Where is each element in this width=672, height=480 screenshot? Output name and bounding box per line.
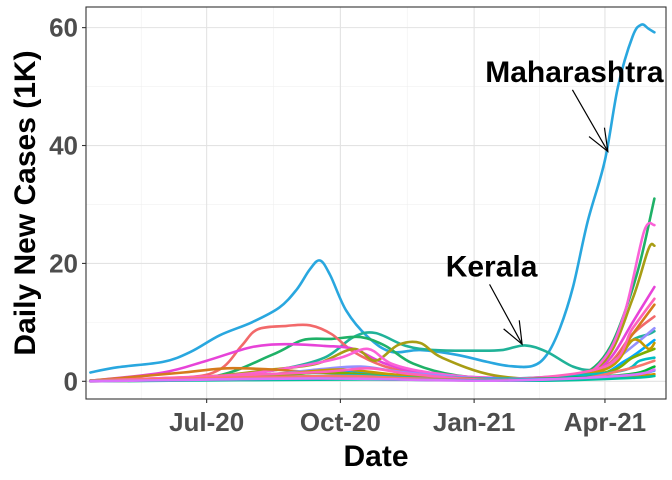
y-tick-label: 40	[49, 131, 78, 161]
annotation-arrowhead-1	[588, 127, 609, 153]
plot-panel-border	[85, 6, 667, 400]
y-tick-label: 20	[49, 248, 78, 278]
annotation-arrowhead-2	[503, 320, 523, 346]
series-lines	[89, 23, 656, 383]
annotation-label-2: Kerala	[446, 250, 538, 283]
x-tick-label: Oct-20	[300, 407, 381, 437]
x-tick-label: Jan-21	[433, 407, 515, 437]
y-tick-label: 0	[64, 366, 78, 396]
y-axis: 0 20 40 60	[49, 13, 86, 396]
x-tick-label: Apr-21	[564, 407, 646, 437]
x-tick-label: Jul-20	[169, 407, 244, 437]
x-axis-title: Date	[343, 440, 408, 473]
x-axis: Jul-20 Oct-20 Jan-21 Apr-21	[169, 399, 646, 437]
annotation-arrow-2	[489, 284, 523, 345]
y-axis-title: Daily New Cases (1K)	[9, 50, 42, 355]
annotation-arrow-1	[571, 89, 609, 152]
annotation-label-1: Maharashtra	[485, 56, 664, 89]
series-line-5	[89, 285, 656, 382]
series-line-20	[89, 368, 656, 383]
y-tick-label: 60	[49, 13, 78, 43]
series-line-14	[89, 297, 656, 382]
annotations: Maharashtra Kerala	[446, 56, 664, 346]
